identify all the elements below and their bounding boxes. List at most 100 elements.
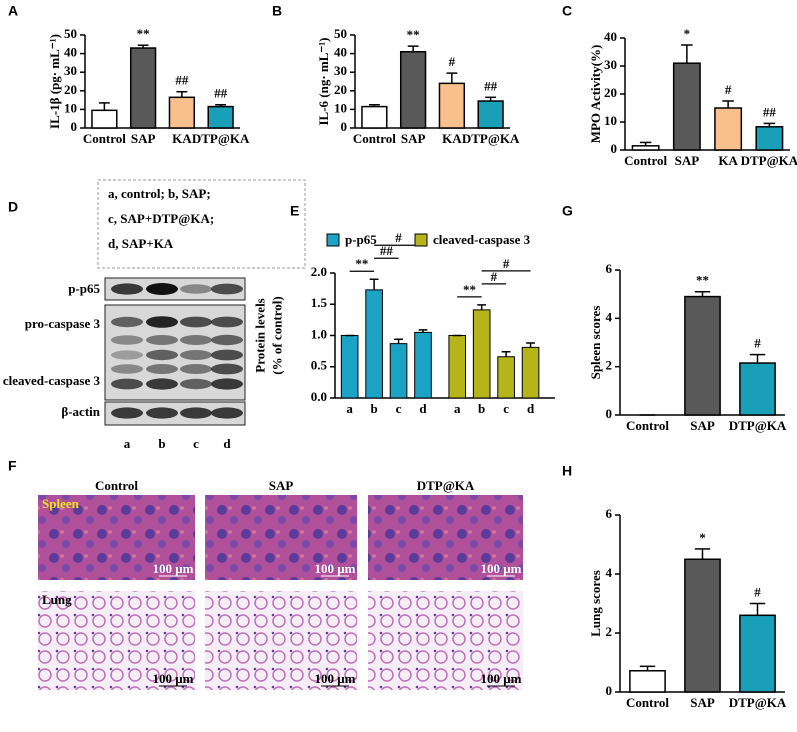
blot-band <box>211 407 243 419</box>
y-tick-label: 50 <box>64 26 77 41</box>
bar <box>739 362 776 416</box>
bar <box>414 331 432 399</box>
scale-bar-label: 100 μm <box>315 561 356 576</box>
row-label: Spleen <box>42 496 80 511</box>
scale-bar-label: 100 μm <box>315 671 356 686</box>
panel-label: G <box>562 203 573 219</box>
x-tick-label: d <box>419 401 427 416</box>
significance: ** <box>696 273 709 288</box>
y-axis-label: Protein levels <box>252 298 267 373</box>
histology-image <box>38 591 195 690</box>
blot-band <box>111 316 143 328</box>
blot-band <box>111 335 143 345</box>
x-tick-label: DTP@KA <box>729 418 787 433</box>
bar <box>739 614 776 693</box>
bar <box>168 96 196 129</box>
blot-band <box>146 407 178 419</box>
significance: ## <box>214 86 228 101</box>
significance: # <box>395 230 402 245</box>
x-tick-label: KA <box>172 131 192 146</box>
x-tick-label: c <box>396 401 402 416</box>
column-title: SAP <box>269 478 294 493</box>
significance: # <box>503 256 510 271</box>
bar <box>340 335 359 399</box>
y-axis-label: Spleen scores <box>588 306 603 380</box>
bar <box>497 356 515 399</box>
panel-label: H <box>562 463 572 479</box>
y-tick-label: 10 <box>334 100 347 115</box>
y-tick-label: 4 <box>606 309 613 324</box>
significance: ## <box>380 243 394 258</box>
blot-band <box>146 364 178 374</box>
x-tick-label: DTP@KA <box>741 153 797 168</box>
bar <box>361 105 388 129</box>
x-tick-label: Control <box>353 131 396 146</box>
y-tick-label: 30 <box>604 57 617 72</box>
legend-swatch <box>414 233 428 247</box>
blot-row-label: p-p65 <box>68 281 100 296</box>
blot-band <box>211 316 243 328</box>
blot-legend: d, SAP+KA <box>108 236 174 251</box>
y-tick-label: 0.0 <box>311 389 327 404</box>
x-tick-label: DTP@KA <box>729 695 787 710</box>
y-tick-label: 40 <box>334 45 347 60</box>
bar <box>91 109 118 129</box>
blot-band <box>180 335 212 345</box>
legend-box <box>97 179 306 269</box>
blot-band <box>146 349 178 361</box>
blot-band <box>180 364 212 374</box>
blot-band <box>211 378 243 390</box>
x-tick-label: b <box>370 401 377 416</box>
x-tick-label: SAP <box>690 418 715 433</box>
lane-label: d <box>223 436 231 451</box>
blot-band <box>146 316 178 328</box>
y-tick-label: 4 <box>606 565 613 580</box>
x-tick-label: SAP <box>690 695 715 710</box>
x-tick-label: SAP <box>675 153 700 168</box>
blot-row-label: β-actin <box>61 404 100 419</box>
lane-label: b <box>158 436 165 451</box>
blot-band <box>146 378 178 390</box>
x-tick-label: SAP <box>131 131 156 146</box>
panel-label: F <box>8 458 17 474</box>
blot-band <box>180 378 212 390</box>
y-tick-label: 50 <box>334 26 347 41</box>
blot-band <box>111 407 143 419</box>
bar <box>399 50 427 129</box>
significance: ## <box>763 104 777 119</box>
bar <box>672 62 701 151</box>
x-tick-label: Control <box>626 418 669 433</box>
y-tick-label: 2 <box>606 358 613 373</box>
bar <box>631 145 660 151</box>
blot-band <box>111 350 143 360</box>
y-axis-label: (% of control) <box>269 296 284 374</box>
panel-label: A <box>8 3 18 19</box>
blot-legend: c, SAP+DTP@KA; <box>108 211 214 226</box>
bar <box>448 335 467 399</box>
blot-band <box>211 363 243 375</box>
blot-band <box>146 283 178 295</box>
x-tick-label: d <box>527 401 535 416</box>
y-tick-label: 0 <box>606 683 613 698</box>
y-tick-label: 1.0 <box>311 326 327 341</box>
panel-label: B <box>272 3 282 19</box>
y-tick-label: 20 <box>604 85 617 100</box>
y-axis-label: IL-6 (ng· mL⁻¹) <box>316 37 331 125</box>
blot-band <box>111 283 143 295</box>
bar <box>714 107 743 151</box>
column-title: Control <box>95 478 138 493</box>
lane-label: a <box>124 436 131 451</box>
bar <box>521 346 540 399</box>
bar <box>684 295 721 416</box>
blot-band <box>211 283 243 295</box>
legend-swatch <box>326 233 340 247</box>
x-tick-label: DTP@KA <box>192 131 250 146</box>
x-tick-label: b <box>478 401 485 416</box>
y-tick-label: 0 <box>606 406 613 421</box>
blot-band <box>146 335 178 345</box>
x-tick-label: c <box>503 401 509 416</box>
bar <box>129 47 157 129</box>
blot-row-label: pro-caspase 3 <box>25 316 101 331</box>
x-tick-label: Control <box>626 695 669 710</box>
western-blot: D a, control; b, SAP; c, SAP+DTP@KA; d, … <box>3 179 306 419</box>
